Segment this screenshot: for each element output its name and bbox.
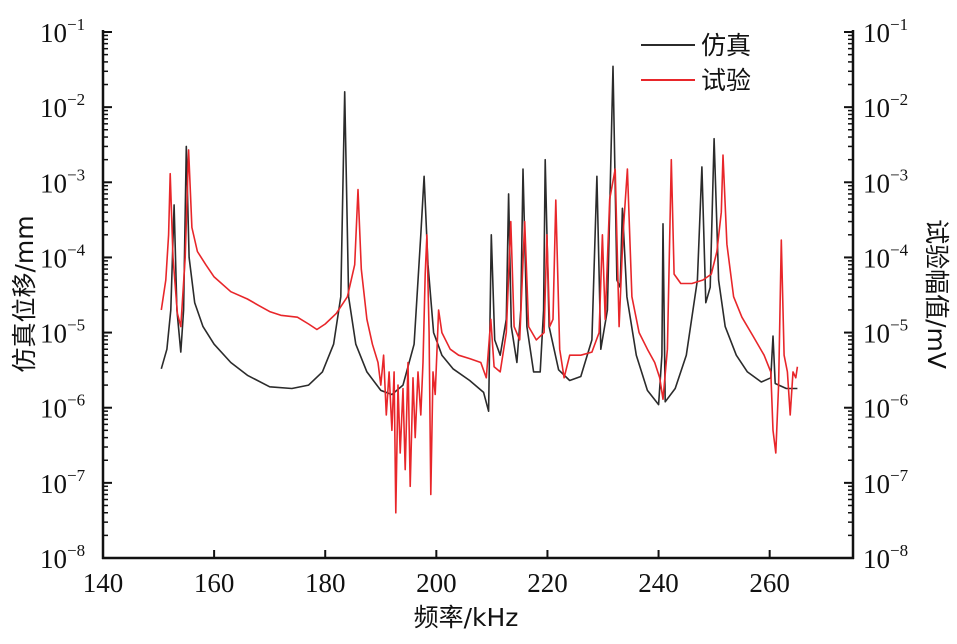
tick-exponent: −4 (890, 240, 909, 259)
series-layer (160, 65, 799, 514)
tick-exponent: −7 (890, 466, 909, 485)
y-tick-label-right: 10−6 (863, 391, 908, 424)
tick-base: 10 (40, 168, 67, 198)
y-tick-label-left: 10−4 (40, 240, 86, 273)
tick-exponent: −8 (67, 541, 85, 560)
tick-exponent: −7 (67, 466, 86, 485)
x-tick-label: 240 (638, 568, 679, 598)
tick-base: 10 (863, 394, 890, 424)
x-tick-label: 160 (194, 568, 235, 598)
tick-base: 10 (40, 469, 67, 499)
tick-base: 10 (40, 243, 67, 273)
tick-exponent: −4 (67, 240, 86, 259)
y-tick-label-left: 10−1 (40, 15, 85, 48)
tick-base: 10 (40, 544, 67, 574)
y-tick-label-left: 10−2 (40, 90, 85, 123)
axes-layer (101, 30, 855, 560)
tick-exponent: −3 (67, 165, 85, 184)
y-tick-label-left: 10−7 (40, 466, 86, 499)
tick-exponent: −2 (890, 90, 908, 109)
tick-exponent: −6 (67, 391, 85, 410)
tick-base: 10 (40, 93, 67, 123)
tick-base: 10 (863, 319, 890, 349)
series-line-experiment (160, 149, 799, 514)
x-tick-label: 180 (305, 568, 346, 598)
tick-exponent: −1 (67, 15, 85, 34)
x-tick-label: 140 (83, 568, 124, 598)
legend-label-sim: 仿真 (701, 31, 751, 60)
tick-base: 10 (863, 544, 890, 574)
y-axis-title-right: 试验幅值/mV (922, 219, 951, 369)
tick-base: 10 (40, 319, 67, 349)
x-axis-title: 频率/kHz (414, 603, 519, 632)
series-line-simulation (160, 65, 798, 412)
tick-exponent: −2 (67, 90, 85, 109)
tick-base: 10 (863, 168, 890, 198)
y-tick-label-right: 10−4 (863, 240, 909, 273)
tick-exponent: −3 (890, 165, 908, 184)
y-tick-label-right: 10−5 (863, 316, 908, 349)
tick-base: 10 (863, 469, 890, 499)
tick-base: 10 (863, 93, 890, 123)
tick-base: 10 (863, 243, 890, 273)
legend: 仿真 试验 (641, 31, 751, 95)
y-tick-label-right: 10−8 (863, 541, 908, 574)
x-tick-label: 260 (749, 568, 790, 598)
y-tick-label-left: 10−8 (40, 541, 85, 574)
tick-exponent: −5 (67, 316, 85, 335)
y-tick-label-right: 10−3 (863, 165, 908, 198)
tick-exponent: −1 (890, 15, 908, 34)
y-tick-label-left: 10−6 (40, 391, 85, 424)
tick-exponent: −8 (890, 541, 908, 560)
y-tick-label-right: 10−2 (863, 90, 908, 123)
tick-exponent: −5 (890, 316, 908, 335)
x-tick-label: 220 (527, 568, 568, 598)
y-axis-title-left: 仿真位移/mm (10, 215, 39, 372)
y-tick-label-right: 10−1 (863, 15, 908, 48)
y-tick-label-left: 10−5 (40, 316, 85, 349)
tick-base: 10 (863, 18, 890, 48)
x-tick-label: 200 (416, 568, 457, 598)
tick-base: 10 (40, 394, 67, 424)
legend-label-exp: 试验 (701, 66, 751, 95)
tick-base: 10 (40, 18, 67, 48)
y-tick-label-left: 10−3 (40, 165, 85, 198)
tick-exponent: −6 (890, 391, 908, 410)
y-tick-label-right: 10−7 (863, 466, 909, 499)
